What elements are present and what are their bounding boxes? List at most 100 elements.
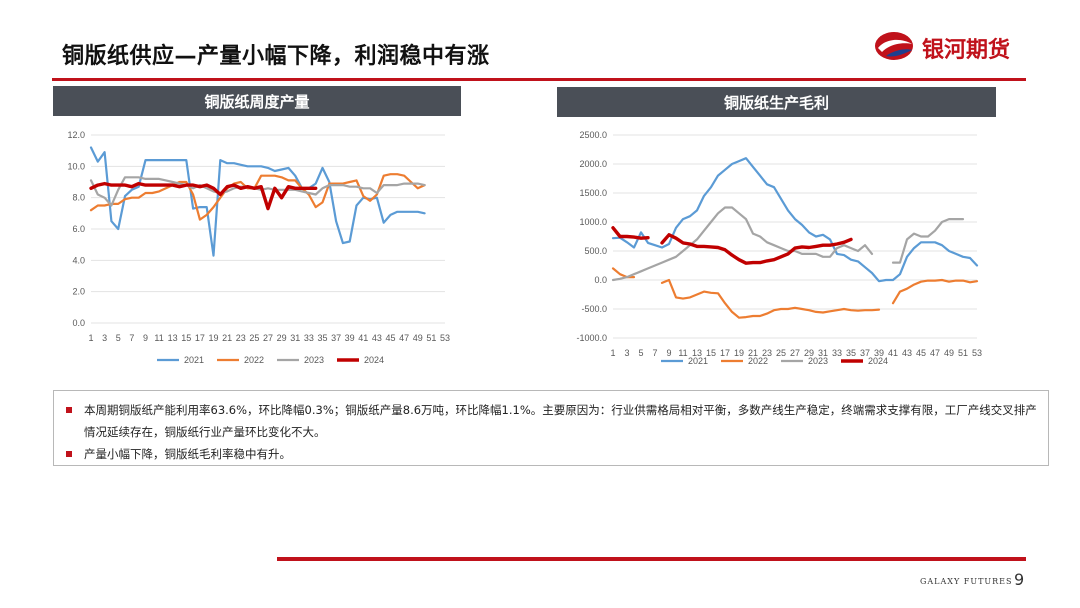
page-number: 9 (1014, 570, 1025, 589)
y-tick-label: 0.0 (72, 318, 85, 328)
y-tick-label: 2000.0 (579, 159, 607, 169)
x-tick-label: 7 (129, 333, 134, 343)
y-tick-label: 2500.0 (579, 130, 607, 140)
x-tick-label: 9 (143, 333, 148, 343)
x-tick-label: 29 (277, 333, 287, 343)
series-line-2021 (89, 146, 426, 257)
x-tick-label: 5 (116, 333, 121, 343)
x-tick-label: 27 (263, 333, 273, 343)
note-text: 产量小幅下降，铜版纸毛利率稳中有升。 (84, 447, 291, 461)
x-tick-label: 33 (304, 333, 314, 343)
series-line-2024 (611, 226, 853, 265)
x-tick-label: 1 (610, 348, 615, 358)
series-line-2024 (89, 181, 318, 211)
x-tick-label: 31 (818, 348, 828, 358)
x-tick-label: 31 (290, 333, 300, 343)
x-tick-label: 37 (860, 348, 870, 358)
y-tick-label: 6.0 (72, 224, 85, 234)
x-tick-label: 53 (440, 333, 450, 343)
page-title: 铜版纸供应—产量小幅下降，利润稳中有涨 (62, 44, 490, 69)
x-tick-label: 41 (888, 348, 898, 358)
x-tick-label: 39 (345, 333, 355, 343)
legend-label: 2024 (364, 355, 384, 365)
logo-text: 银河期货 (922, 38, 1011, 63)
x-tick-label: 47 (399, 333, 409, 343)
x-tick-label: 21 (748, 348, 758, 358)
legend-label: 2023 (808, 356, 828, 366)
x-tick-label: 17 (195, 333, 205, 343)
bullet-square-icon (66, 451, 72, 457)
y-tick-label: 4.0 (72, 255, 85, 265)
x-tick-label: 19 (209, 333, 219, 343)
x-tick-label: 13 (168, 333, 178, 343)
x-tick-label: 17 (720, 348, 730, 358)
x-tick-label: 29 (804, 348, 814, 358)
x-tick-label: 47 (930, 348, 940, 358)
galaxy-logo-icon (875, 32, 913, 60)
x-tick-label: 37 (331, 333, 341, 343)
x-tick-label: 23 (762, 348, 772, 358)
x-tick-label: 43 (902, 348, 912, 358)
y-tick-label: 1000.0 (579, 217, 607, 227)
x-tick-label: 25 (249, 333, 259, 343)
x-tick-label: 21 (222, 333, 232, 343)
x-tick-label: 13 (692, 348, 702, 358)
y-tick-label: -500.0 (581, 304, 607, 314)
y-tick-label: 500.0 (584, 246, 607, 256)
x-tick-label: 5 (638, 348, 643, 358)
x-tick-label: 51 (426, 333, 436, 343)
x-tick-label: 1 (88, 333, 93, 343)
x-tick-label: 11 (678, 348, 687, 358)
y-tick-label: 1500.0 (579, 188, 607, 198)
chart2-margin: -1000.0 -500.0 0.0 500.0 1000.0 1500.0 2000.0 2… (576, 130, 982, 366)
series-line-2022 (89, 173, 426, 221)
x-tick-label: 15 (181, 333, 191, 343)
x-tick-label: 3 (102, 333, 107, 343)
y-tick-label: 2.0 (72, 287, 85, 297)
x-tick-label: 41 (358, 333, 368, 343)
x-tick-label: 45 (386, 333, 396, 343)
x-tick-label: 45 (916, 348, 926, 358)
y-tick-label: 12.0 (67, 130, 85, 140)
series-line-2022 (611, 267, 979, 319)
legend-label: 2024 (868, 356, 888, 366)
legend-label: 2021 (688, 356, 708, 366)
legend-label: 2022 (748, 356, 768, 366)
note-item: 本周期铜版纸产能利用率63.6%，环比降幅0.3%；铜版纸产量8.6万吨，环比降… (64, 399, 1038, 443)
series-line-2021 (611, 157, 979, 283)
y-tick-label: 8.0 (72, 193, 85, 203)
x-tick-label: 9 (666, 348, 671, 358)
y-tick-label: 0.0 (594, 275, 607, 285)
note-item: 产量小幅下降，铜版纸毛利率稳中有升。 (64, 443, 1038, 465)
x-tick-label: 49 (944, 348, 954, 358)
footer-brand: GALAXY FUTURES (920, 577, 1013, 586)
x-tick-label: 15 (706, 348, 716, 358)
header-divider (52, 78, 1026, 81)
chart1-title: 铜版纸周度产量 (53, 86, 461, 116)
galaxy-logo-mark (875, 32, 913, 60)
x-tick-label: 3 (624, 348, 629, 358)
chart1-production: 0.02.04.06.08.010.012.01 3 5 7 9 11 13 15 17 19 21… (67, 130, 450, 365)
x-tick-label: 33 (832, 348, 842, 358)
x-tick-label: 19 (734, 348, 744, 358)
x-tick-label: 11 (154, 333, 163, 343)
x-tick-label: 35 (846, 348, 856, 358)
x-tick-label: 51 (958, 348, 968, 358)
chart2-title: 铜版纸生产毛利 (557, 87, 996, 117)
series-line-2023 (611, 206, 965, 282)
y-tick-label: 10.0 (67, 161, 85, 171)
x-tick-label: 49 (413, 333, 423, 343)
x-tick-label: 35 (317, 333, 327, 343)
x-tick-label: 53 (972, 348, 982, 358)
x-tick-label: 23 (236, 333, 246, 343)
x-tick-label: 39 (874, 348, 884, 358)
y-tick-label: -1000.0 (576, 333, 607, 343)
x-tick-label: 25 (776, 348, 786, 358)
x-tick-label: 7 (652, 348, 657, 358)
x-tick-label: 43 (372, 333, 382, 343)
legend-label: 2021 (184, 355, 204, 365)
footer-divider (277, 557, 1026, 561)
bullet-square-icon (66, 407, 72, 413)
x-tick-label: 27 (790, 348, 800, 358)
legend-label: 2023 (304, 355, 324, 365)
